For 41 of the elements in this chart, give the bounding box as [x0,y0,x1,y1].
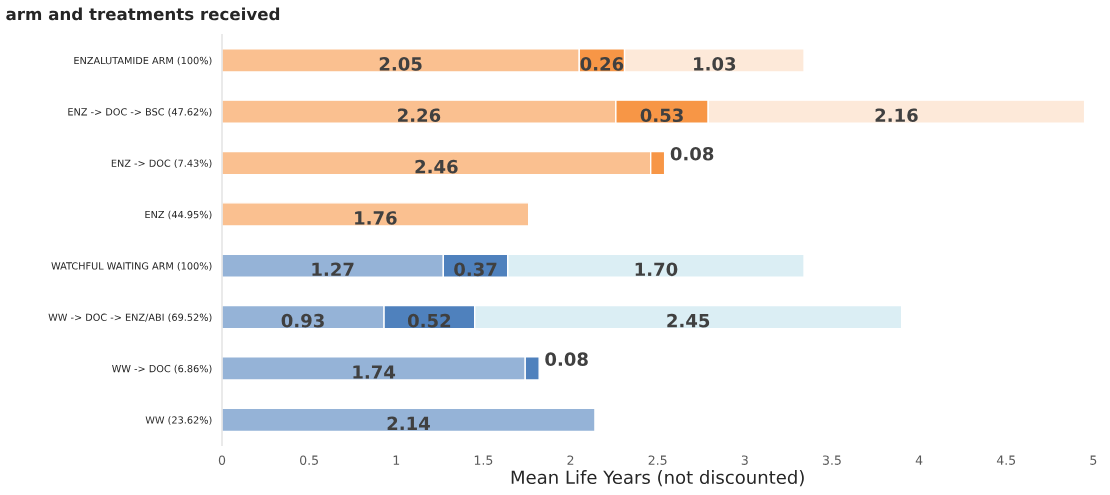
data-label: 2.14 [387,416,430,430]
chart-title: arm and treatments received [6,7,280,21]
x-tick-label: 2.5 [648,455,667,465]
x-tick-label: 3 [741,455,748,465]
x-axis-title: Mean Life Years (not discounted) [511,470,804,487]
x-tick-label: 4 [915,455,923,465]
x-tick-label: 3.5 [822,455,841,465]
y-tick-label: WW (23.62%) [145,416,212,425]
x-tick-label: 2 [567,455,574,465]
data-label: 2.16 [875,108,918,123]
data-label: 0.08 [670,146,714,161]
data-label: 0.37 [454,262,497,277]
data-label: 2.05 [379,57,422,71]
data-label: 1.70 [635,262,678,277]
x-tick-label: 0 [218,455,226,465]
data-label: 0.52 [407,313,451,328]
y-tick-label: WW -> DOC (6.86%) [112,364,212,374]
y-tick-label: ENZ (44.95%) [145,210,212,220]
data-label: 0.53 [640,108,683,123]
y-tick-label: WW -> DOC -> ENZ/ABI (69.52%) [48,313,212,323]
bar [222,407,596,433]
data-label: 2.45 [667,313,710,328]
y-tick-label: ENZALUTAMIDE ARM (100%) [74,56,212,66]
x-tick-label: 0.5 [300,455,318,465]
x-tick-label: 4.5 [996,455,1016,465]
x-tick-label: 1 [393,455,400,465]
y-tick-label: ENZ -> DOC (7.43%) [111,159,212,169]
y-tick-label: WATCHFUL WAITING ARM (100%) [51,262,212,271]
data-label: 0.93 [281,313,324,328]
x-tick-label: 1.5 [474,455,493,465]
data-label: 0.26 [580,57,624,71]
y-tick-label: ENZ -> DOC -> BSC (47.62%) [68,108,212,117]
x-tick-label: 5 [1090,455,1097,465]
data-label: 1.27 [312,262,354,276]
data-label: 0.08 [545,352,588,366]
data-label: 2.46 [415,159,458,174]
data-label: 1.74 [353,365,396,379]
bar [222,202,530,227]
data-label: 2.26 [398,108,441,123]
data-label: 1.03 [694,57,736,71]
data-label: 1.76 [355,211,397,225]
